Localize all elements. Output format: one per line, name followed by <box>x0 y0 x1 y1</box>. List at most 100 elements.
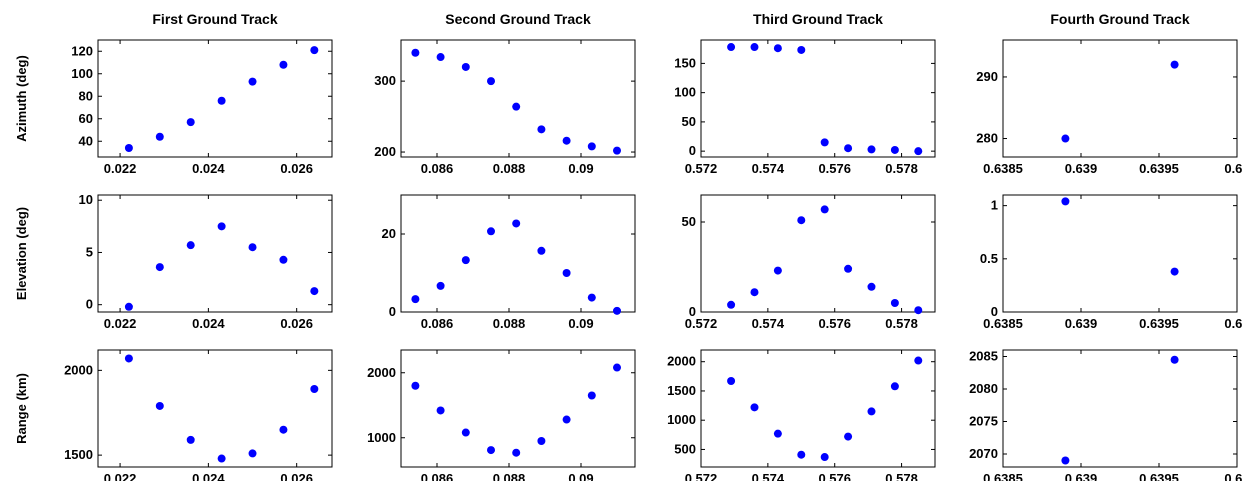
data-point <box>124 144 133 152</box>
data-point <box>587 391 596 400</box>
y-tick-label: 50 <box>682 214 696 229</box>
y-tick-label: 1000 <box>667 412 696 427</box>
data-point <box>844 264 853 273</box>
y-tick-label: 500 <box>674 441 696 456</box>
x-tick-label: 0.578 <box>885 161 918 176</box>
data-point <box>411 295 420 304</box>
chart-title: Fourth Ground Track <box>1050 11 1189 27</box>
data-point <box>1170 60 1179 69</box>
data-point <box>613 306 621 315</box>
x-tick-label: 0.024 <box>192 316 225 331</box>
x-tick-label: 0.026 <box>280 316 313 331</box>
axes-frame <box>97 39 333 158</box>
data-point <box>587 293 596 302</box>
y-tick-label: 1500 <box>64 447 93 462</box>
x-tick-label: 0.576 <box>818 161 851 176</box>
data-point <box>727 43 736 52</box>
x-tick-label: 0.086 <box>421 316 454 331</box>
y-tick-label: 120 <box>71 43 93 58</box>
x-tick-label: 0.574 <box>752 316 785 331</box>
data-point <box>797 450 806 459</box>
data-point <box>890 382 899 391</box>
data-point <box>1061 456 1070 465</box>
y-tick-label: 2075 <box>969 414 998 429</box>
data-point <box>820 205 829 214</box>
y-tick-label: 1000 <box>367 430 396 445</box>
data-point <box>279 255 288 264</box>
y-axis-label: Elevation (deg) <box>14 207 29 300</box>
data-point <box>310 385 319 393</box>
y-tick-label: 2000 <box>64 362 93 377</box>
x-tick-label: 0.026 <box>280 471 313 481</box>
data-point <box>155 132 164 141</box>
data-point <box>487 227 495 236</box>
x-tick-label: 0.64 <box>1224 316 1242 331</box>
y-tick-label: 40 <box>79 133 93 148</box>
data-point <box>797 45 806 54</box>
y-tick-label: 1500 <box>667 383 696 398</box>
x-tick-label: 0.086 <box>421 161 454 176</box>
data-point <box>820 453 829 462</box>
data-point <box>461 256 470 265</box>
x-tick-label: 0.022 <box>104 316 137 331</box>
x-tick-label: 0.572 <box>685 471 718 481</box>
data-point <box>217 222 226 231</box>
y-tick-label: 2070 <box>969 446 998 461</box>
x-tick-label: 0.578 <box>885 316 918 331</box>
data-point <box>1170 355 1179 364</box>
x-tick-label: 0.6385 <box>983 316 1023 331</box>
data-point <box>890 145 899 154</box>
data-point <box>562 136 571 145</box>
x-tick-label: 0.6395 <box>1139 471 1179 481</box>
axes-frame <box>400 194 636 313</box>
data-point <box>537 246 546 255</box>
data-point <box>461 62 470 71</box>
data-point <box>587 142 596 151</box>
x-tick-label: 0.09 <box>568 471 593 481</box>
data-point <box>124 302 133 311</box>
data-point <box>186 241 195 250</box>
y-tick-label: 2000 <box>667 354 696 369</box>
data-point <box>217 96 226 105</box>
data-point <box>562 415 571 424</box>
x-tick-label: 0.64 <box>1224 471 1242 481</box>
data-point <box>124 354 133 363</box>
axes-frame <box>700 194 936 313</box>
x-tick-label: 0.6385 <box>983 161 1023 176</box>
y-tick-label: 100 <box>674 85 696 100</box>
data-point <box>1170 267 1179 276</box>
data-point <box>512 448 521 457</box>
x-tick-label: 0.022 <box>104 161 137 176</box>
data-point <box>844 432 853 441</box>
axes-frame <box>1002 194 1238 313</box>
data-point <box>487 77 495 86</box>
data-point <box>773 44 782 53</box>
data-point <box>613 363 621 372</box>
x-tick-label: 0.576 <box>818 471 851 481</box>
x-tick-label: 0.026 <box>280 161 313 176</box>
y-tick-label: 280 <box>976 131 998 146</box>
y-tick-label: 100 <box>71 66 93 81</box>
data-point <box>248 243 257 252</box>
data-point <box>914 306 923 315</box>
y-tick-label: 80 <box>79 88 93 103</box>
data-point <box>820 138 829 147</box>
data-point <box>1061 134 1070 143</box>
y-tick-label: 10 <box>79 192 93 207</box>
data-point <box>436 406 445 415</box>
data-point <box>537 437 546 445</box>
data-point <box>411 48 420 57</box>
data-point <box>411 381 420 390</box>
data-point <box>867 145 876 154</box>
data-point <box>461 428 470 437</box>
data-point <box>867 282 876 291</box>
data-point <box>217 454 226 463</box>
data-point <box>797 216 806 225</box>
y-tick-label: 0 <box>689 304 696 319</box>
y-tick-label: 290 <box>976 69 998 84</box>
x-tick-label: 0.022 <box>104 471 137 481</box>
axes-frame <box>97 194 333 313</box>
x-tick-label: 0.024 <box>192 471 225 481</box>
x-tick-label: 0.088 <box>493 161 526 176</box>
x-tick-label: 0.64 <box>1224 161 1242 176</box>
